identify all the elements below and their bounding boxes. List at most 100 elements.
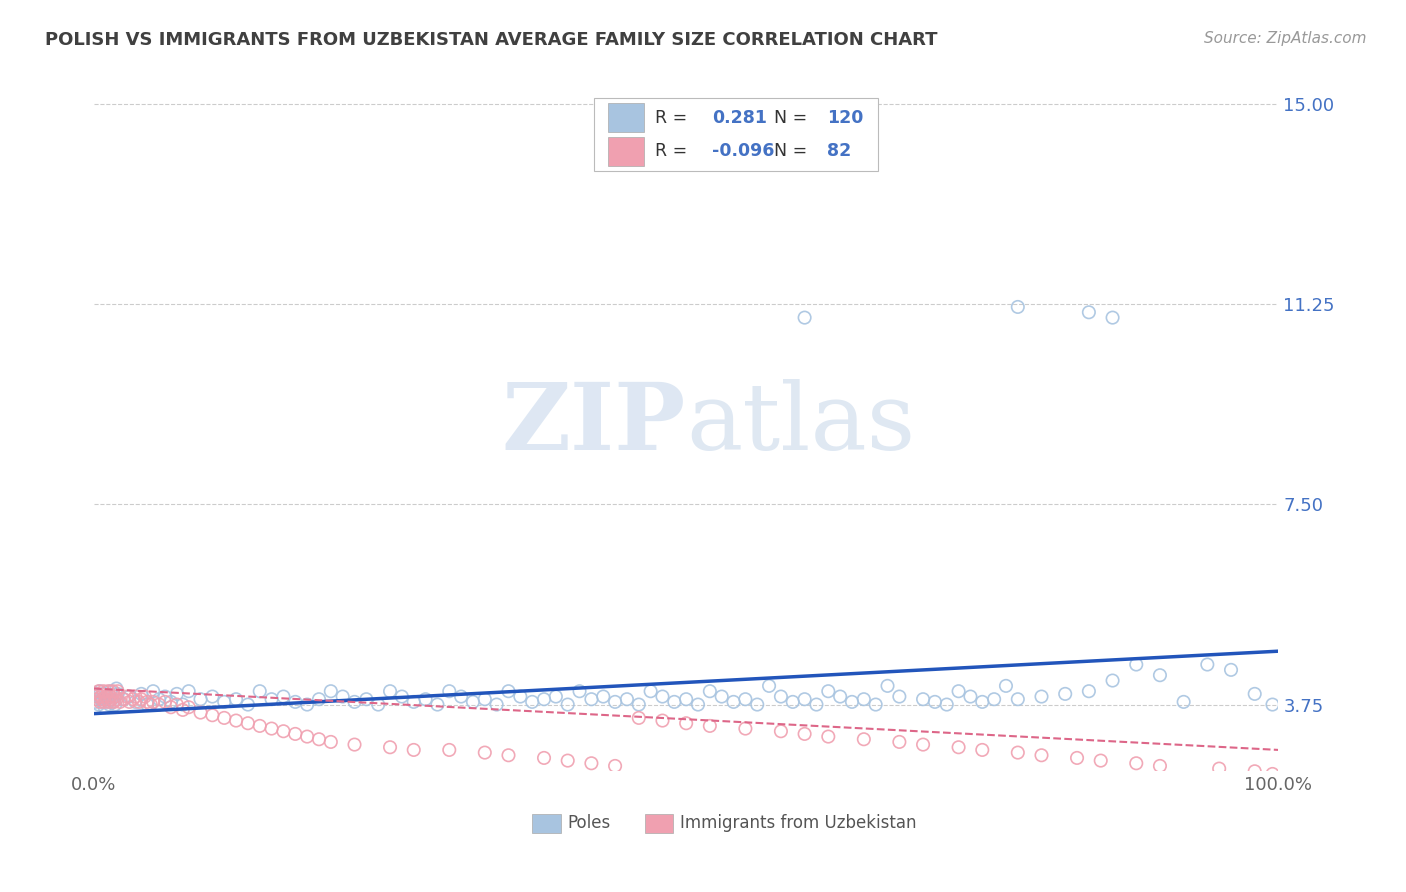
- Point: [474, 746, 496, 760]
- Point: [734, 722, 756, 736]
- Point: [710, 690, 733, 704]
- Point: [94, 692, 117, 706]
- Point: [402, 695, 425, 709]
- Point: [817, 730, 839, 744]
- Point: [201, 708, 224, 723]
- Point: [1007, 692, 1029, 706]
- Point: [912, 692, 935, 706]
- Point: [1261, 767, 1284, 781]
- Point: [793, 727, 815, 741]
- Point: [439, 743, 461, 757]
- Point: [260, 692, 283, 706]
- Point: [852, 732, 875, 747]
- Point: [112, 692, 135, 706]
- Point: [1031, 690, 1053, 704]
- Point: [273, 724, 295, 739]
- Point: [699, 719, 721, 733]
- Point: [1261, 698, 1284, 712]
- Point: [160, 700, 183, 714]
- Point: [935, 698, 957, 712]
- Point: [948, 684, 970, 698]
- Point: [105, 681, 128, 696]
- Point: [402, 743, 425, 757]
- Bar: [533, 814, 561, 833]
- Point: [93, 684, 115, 698]
- Point: [426, 698, 449, 712]
- Point: [1243, 764, 1265, 779]
- Point: [983, 692, 1005, 706]
- Point: [273, 690, 295, 704]
- Point: [533, 751, 555, 765]
- Point: [378, 684, 401, 698]
- Point: [1243, 687, 1265, 701]
- Point: [1220, 663, 1243, 677]
- Point: [131, 687, 153, 701]
- Point: [96, 690, 118, 704]
- Point: [1197, 657, 1219, 672]
- Point: [105, 692, 128, 706]
- Point: [98, 695, 121, 709]
- Point: [104, 698, 127, 712]
- Point: [84, 690, 107, 704]
- Point: [100, 690, 122, 704]
- Point: [769, 724, 792, 739]
- Point: [112, 692, 135, 706]
- Point: [474, 692, 496, 706]
- Point: [841, 695, 863, 709]
- Point: [1101, 673, 1123, 688]
- Point: [592, 690, 614, 704]
- Point: [699, 684, 721, 698]
- Point: [93, 700, 115, 714]
- Point: [101, 684, 124, 698]
- Point: [308, 692, 330, 706]
- Point: [319, 735, 342, 749]
- Point: [806, 698, 828, 712]
- Point: [439, 684, 461, 698]
- Point: [485, 698, 508, 712]
- Point: [912, 738, 935, 752]
- Point: [249, 719, 271, 733]
- Point: [139, 698, 162, 712]
- Point: [876, 679, 898, 693]
- Point: [1149, 668, 1171, 682]
- Point: [581, 692, 603, 706]
- FancyBboxPatch shape: [593, 98, 879, 171]
- Point: [782, 695, 804, 709]
- Point: [1125, 756, 1147, 771]
- Point: [758, 679, 780, 693]
- Text: Poles: Poles: [568, 814, 612, 832]
- Text: N =: N =: [773, 109, 807, 127]
- Point: [84, 692, 107, 706]
- Text: POLISH VS IMMIGRANTS FROM UZBEKISTAN AVERAGE FAMILY SIZE CORRELATION CHART: POLISH VS IMMIGRANTS FROM UZBEKISTAN AVE…: [45, 31, 938, 49]
- Point: [1054, 687, 1077, 701]
- Point: [295, 698, 318, 712]
- Point: [1077, 305, 1099, 319]
- Point: [118, 690, 141, 704]
- Point: [87, 698, 110, 712]
- Point: [124, 695, 146, 709]
- Point: [793, 692, 815, 706]
- Point: [557, 698, 579, 712]
- Point: [260, 722, 283, 736]
- Bar: [607, 136, 644, 166]
- Text: R =: R =: [655, 109, 688, 127]
- Point: [924, 695, 946, 709]
- Point: [190, 692, 212, 706]
- Point: [98, 698, 121, 712]
- Point: [89, 684, 111, 698]
- Point: [97, 695, 120, 709]
- Point: [87, 684, 110, 698]
- Point: [160, 695, 183, 709]
- Point: [1090, 754, 1112, 768]
- Point: [603, 759, 626, 773]
- Bar: [607, 103, 644, 133]
- Point: [90, 690, 112, 704]
- Text: Source: ZipAtlas.com: Source: ZipAtlas.com: [1204, 31, 1367, 46]
- Point: [889, 735, 911, 749]
- Point: [889, 690, 911, 704]
- Point: [91, 692, 114, 706]
- Point: [522, 695, 544, 709]
- Point: [124, 690, 146, 704]
- Text: ZIP: ZIP: [502, 379, 686, 469]
- Point: [1101, 310, 1123, 325]
